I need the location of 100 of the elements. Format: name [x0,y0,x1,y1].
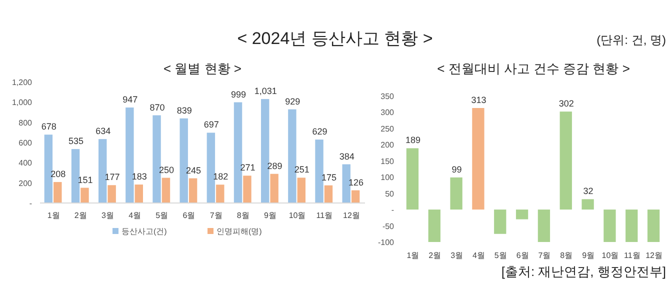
y-tick-label: 1,200 [12,78,33,87]
bar [44,134,53,203]
data-label: 384 [339,151,354,162]
bar [428,210,440,242]
data-label: 151 [78,174,93,185]
bar [450,177,462,210]
y-tick-label: 400 [18,158,33,168]
x-tick-label: 1월 [406,251,420,260]
data-label: 629 [312,126,328,137]
y-tick-label: 600 [18,138,33,148]
x-tick-label: 4월 [128,211,142,220]
bar [406,148,419,210]
x-tick-label: 11월 [624,251,640,260]
y-tick-label: - [391,206,394,215]
x-tick-label: 4월 [472,251,485,260]
bar [243,176,252,203]
data-label: 289 [267,160,282,171]
bar [647,210,660,242]
data-label: 929 [285,96,300,106]
data-label: 183 [132,172,147,182]
y-tick-label: 800 [18,118,33,128]
x-tick-label: 6월 [516,251,529,260]
x-tick-label: 2월 [428,251,442,260]
x-tick-label: 7월 [210,211,222,220]
bar [582,199,594,210]
x-tick-label: 5월 [494,251,507,260]
y-tick-label: 1,000 [12,98,33,108]
x-tick-label: 5월 [156,211,168,220]
bar [297,178,306,203]
bar [188,178,198,203]
bar [351,190,360,203]
data-label: 313 [471,95,486,106]
bar [54,182,62,203]
bar [261,99,270,203]
data-label: 634 [96,126,111,136]
bar [324,185,333,203]
bar [538,210,550,242]
bar [342,164,350,203]
y-tick-label: 250 [380,124,395,134]
x-tick-label: 7월 [538,251,551,260]
data-label: 208 [50,169,66,180]
x-tick-label: 3월 [101,211,114,220]
data-label: 947 [122,94,138,105]
bar [270,174,278,203]
bar [472,108,484,210]
data-label: 999 [231,89,246,100]
data-label: 182 [213,172,228,182]
bar [71,149,80,203]
x-tick-label: 9월 [582,251,595,260]
data-label: 870 [150,102,165,112]
bar [180,118,188,203]
x-tick-label: 8월 [236,211,250,220]
y-tick-label: 200 [18,178,33,188]
chart-title: < 월별 현황 > [163,61,242,76]
x-tick-label: 6월 [182,211,196,220]
bar [604,210,616,242]
data-label: 271 [240,162,256,173]
x-tick-label: 1월 [47,211,60,220]
x-tick-label: 10월 [288,211,306,220]
x-tick-label: 12월 [646,251,662,260]
bar [626,210,638,242]
legend-label: 등산사고(건) [122,227,168,236]
bar [98,139,107,203]
bar [516,210,528,220]
bar [216,184,224,203]
data-label: 189 [405,135,420,146]
x-tick-label: 10월 [602,251,619,260]
data-label: 678 [41,122,56,132]
data-label: 251 [294,164,310,175]
bar [288,109,296,203]
text: (단위: 건, 명) [596,33,666,47]
bar [152,115,161,203]
x-tick-label: 8월 [560,251,573,260]
data-label: 175 [321,172,336,182]
data-label: 245 [186,165,202,176]
bar [315,140,324,203]
data-label: 535 [68,136,84,146]
x-tick-label: 9월 [264,211,276,220]
y-tick-label: 150 [380,156,395,166]
bar [206,132,216,203]
bar [80,188,89,203]
data-label: 250 [158,164,174,175]
text: [출처: 재난연감, 행정안전부] [501,264,666,279]
x-tick-label: 2월 [74,211,87,220]
bar [162,178,170,203]
y-tick-label: -50 [382,222,395,231]
legend-label: 인명피해(명) [216,227,262,236]
data-label: 126 [348,177,364,188]
data-label: 1,031 [254,86,277,96]
y-tick-label: 50 [385,189,395,198]
y-tick-label: 300 [380,108,395,118]
y-tick-label: 200 [380,140,395,150]
bar [134,184,143,203]
bar [234,102,242,203]
x-tick-label: 12월 [343,211,360,220]
data-label: 177 [104,172,120,182]
y-tick-label: - [29,199,32,208]
bar [494,210,506,234]
bar [108,185,116,203]
data-label: 839 [176,105,192,116]
